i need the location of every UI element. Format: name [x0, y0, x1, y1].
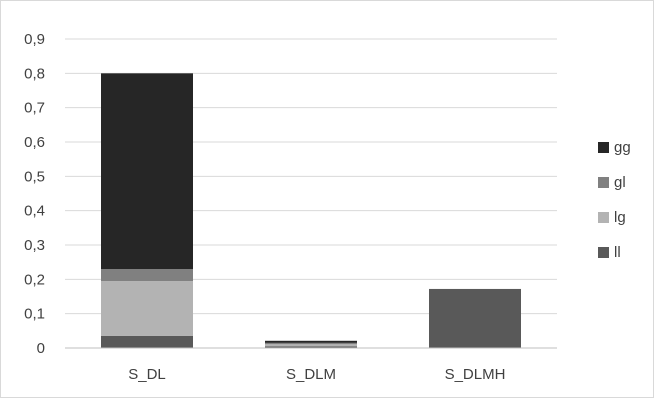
y-tick-label: 0,7	[24, 100, 45, 117]
y-tick-label: 0,1	[24, 306, 45, 323]
legend-label-lg: lg	[614, 209, 626, 226]
legend-swatch-gl	[598, 177, 609, 188]
legend-label-ll: ll	[614, 244, 621, 261]
bar-gl-s-dl	[101, 269, 193, 282]
legend: gg gl lg ll	[598, 139, 631, 261]
y-tick-label: 0,5	[24, 168, 45, 185]
bar-gl-s-dlm	[265, 342, 357, 345]
x-tick-label: S_DLMH	[445, 366, 506, 383]
legend-swatch-gg	[598, 142, 609, 153]
y-tick-label: 0,9	[24, 31, 45, 48]
bar-gg-s-dlm	[265, 340, 357, 343]
y-tick-label: 0,2	[24, 271, 45, 288]
legend-label-gl: gl	[614, 174, 626, 191]
bar-gg-s-dl	[101, 73, 193, 270]
y-tick-label: 0	[37, 340, 45, 357]
y-tick-label: 0,4	[24, 203, 45, 220]
bar-ll-s-dlmh	[429, 288, 521, 348]
bar-ll-s-dlm	[265, 346, 357, 348]
bar-ll-s-dl	[101, 335, 193, 348]
bar-lg-s-dlm	[265, 344, 357, 347]
bar-lg-s-dl	[101, 281, 193, 336]
legend-swatch-ll	[598, 247, 609, 258]
x-tick-label: S_DL	[128, 366, 166, 383]
axes: 0 0,1 0,2 0,3 0,4 0,5 0,6 0,7 0,8 0,9 S_DL S_DLM S_D…	[24, 31, 557, 383]
x-tick-label: S_DLM	[286, 366, 336, 383]
legend-swatch-lg	[598, 212, 609, 223]
bars	[101, 73, 521, 348]
y-tick-label: 0,6	[24, 134, 45, 151]
y-tick-label: 0,8	[24, 65, 45, 82]
y-tick-label: 0,3	[24, 237, 45, 254]
legend-label-gg: gg	[614, 139, 631, 156]
